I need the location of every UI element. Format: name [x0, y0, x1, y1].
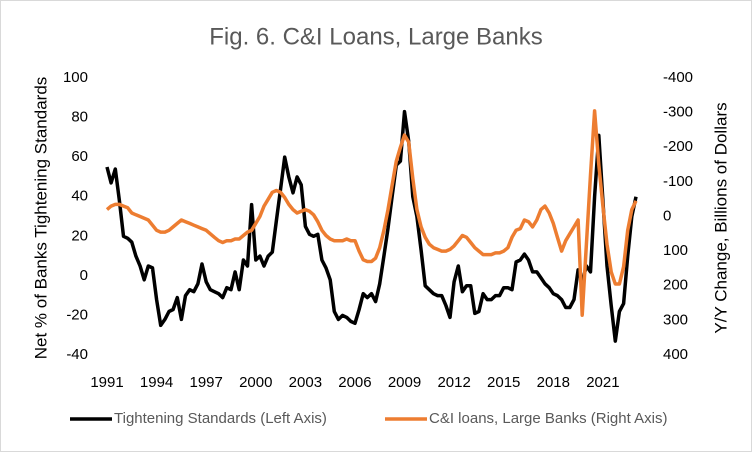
y-tick-label: 20 [71, 227, 88, 244]
y-axis-label: Net % of Banks Tightening Standards [31, 77, 50, 360]
legend-label: C&I loans, Large Banks (Right Axis) [429, 410, 667, 427]
y2-tick-label: 400 [663, 346, 688, 363]
data-line [105, 109, 638, 343]
y-tick-label: 100 [63, 69, 88, 86]
y2-tick-label: -300 [663, 104, 693, 121]
y2-tick-label: 300 [663, 311, 688, 328]
x-tick-label: 1994 [140, 374, 173, 391]
y-tick-label: 0 [80, 267, 88, 284]
chart-title: Fig. 6. C&I Loans, Large Banks [209, 23, 543, 50]
y-tick-label: 60 [71, 148, 88, 165]
y2-tick-label: -400 [663, 69, 693, 86]
y2-tick-label: -100 [663, 173, 693, 190]
x-tick-label: 2009 [388, 374, 421, 391]
x-tick-label: 1991 [90, 374, 123, 391]
y-tick-label: 80 [71, 109, 88, 126]
y2-tick-label: 0 [663, 207, 671, 224]
y2-tick-label: 100 [663, 242, 688, 259]
legend-label: Tightening Standards (Left Axis) [114, 410, 327, 427]
x-tick-label: 2003 [289, 374, 322, 391]
x-tick-label: 2021 [586, 374, 619, 391]
x-tick-label: 2000 [239, 374, 272, 391]
y-tick-label: 40 [71, 188, 88, 205]
x-tick-label: 2015 [487, 374, 520, 391]
y2-axis-label: Y/Y Change, Billions of Dollars [711, 102, 730, 333]
x-tick-label: 2012 [437, 374, 470, 391]
x-tick-label: 1997 [189, 374, 222, 391]
y-tick-label: -20 [66, 306, 88, 323]
x-tick-label: 2006 [338, 374, 371, 391]
y2-tick-label: 200 [663, 277, 688, 294]
data-line [105, 109, 638, 317]
x-tick-label: 2018 [537, 374, 570, 391]
y2-tick-label: -200 [663, 138, 693, 155]
y-tick-label: -40 [66, 346, 88, 363]
